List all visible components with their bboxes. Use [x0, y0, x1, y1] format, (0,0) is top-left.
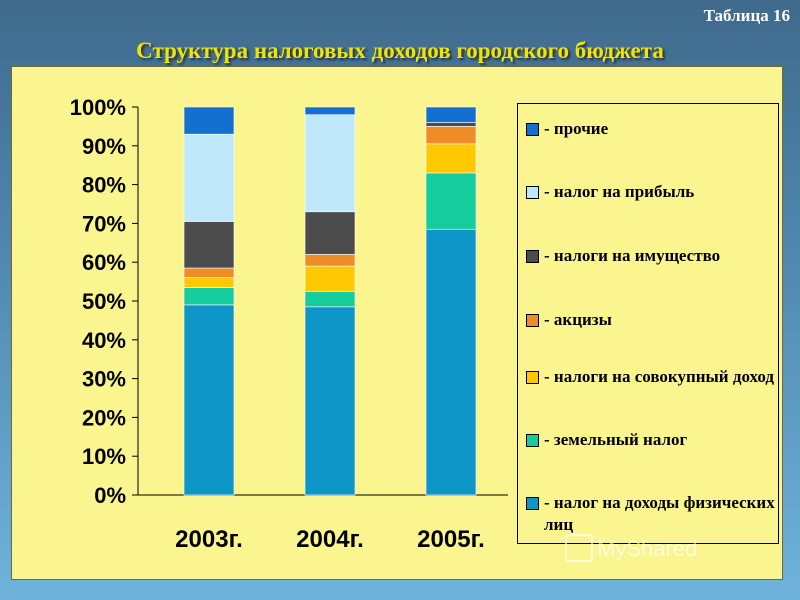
table-number: Таблица 16: [703, 6, 790, 25]
y-tick-label: 90%: [82, 134, 126, 159]
x-category-label: 2005г.: [417, 526, 485, 553]
y-tick-label: 30%: [82, 367, 126, 392]
legend-swatch: [526, 186, 539, 199]
legend-swatch: [526, 371, 539, 384]
bar-segment: [304, 254, 356, 267]
bar-segment: [425, 172, 477, 230]
y-tick-label: 60%: [82, 250, 126, 275]
bar-segment: [183, 221, 235, 269]
y-tick-label: 100%: [70, 95, 126, 120]
bar-segment: [425, 143, 477, 174]
y-tick-label: 20%: [82, 405, 126, 430]
x-category-label: 2004г.: [296, 526, 364, 553]
bar-segment: [183, 277, 235, 288]
bar-segment: [183, 304, 235, 496]
stacked-bar-chart: 0% 10% 20% 30% 40% 50% 60% 70% 80% 90% 100% 2003г. 2…: [70, 95, 508, 553]
bar-segment: [425, 122, 477, 127]
chart-panel: 0% 10% 20% 30% 40% 50% 60% 70% 80% 90% 100% 2003г. 2…: [11, 66, 783, 580]
y-tick-label: 40%: [82, 328, 126, 353]
legend-swatch: [526, 123, 539, 136]
watermark: MyShared: [565, 534, 698, 562]
chart-title: Структура налоговых доходов городского б…: [136, 38, 664, 63]
bar-segment: [183, 287, 235, 306]
bar-segment: [304, 291, 356, 308]
legend-label: - налоги на совокупный доход: [544, 367, 774, 386]
bar-segment: [183, 133, 235, 222]
bar-segment: [425, 228, 477, 496]
legend-swatch: [526, 314, 539, 327]
chart-legend: - прочие - налог на прибыль - налоги на им…: [517, 103, 779, 544]
x-category-label: 2003г.: [175, 526, 243, 553]
presentation-icon: [565, 534, 593, 562]
legend-label: - налог на доходы физических лиц: [544, 493, 775, 534]
watermark-text: MyShared: [597, 536, 698, 561]
legend-label: - прочие: [544, 119, 609, 138]
y-tick-label: 0%: [94, 483, 126, 508]
legend-label: - налог на прибыль: [544, 182, 695, 201]
bar-segment: [304, 306, 356, 496]
y-tick-label: 70%: [82, 211, 126, 236]
bar-segment: [183, 267, 235, 279]
y-tick-label: 80%: [82, 173, 126, 198]
legend-label: - налоги на имущество: [544, 246, 721, 265]
bar-segment: [304, 106, 356, 116]
legend-swatch: [526, 250, 539, 263]
y-tick-label: 10%: [82, 444, 126, 469]
y-tick-label: 50%: [82, 289, 126, 314]
bar-segment: [304, 211, 356, 255]
bar-segment: [304, 114, 356, 213]
bar-segment: [425, 106, 477, 123]
legend-label: - акцизы: [544, 310, 612, 329]
legend-label: - земельный налог: [544, 430, 688, 449]
legend-swatch: [526, 434, 539, 447]
legend-swatch: [526, 497, 539, 510]
bar-segment: [304, 265, 356, 292]
bar-segment: [425, 126, 477, 145]
bar-segment: [183, 106, 235, 135]
